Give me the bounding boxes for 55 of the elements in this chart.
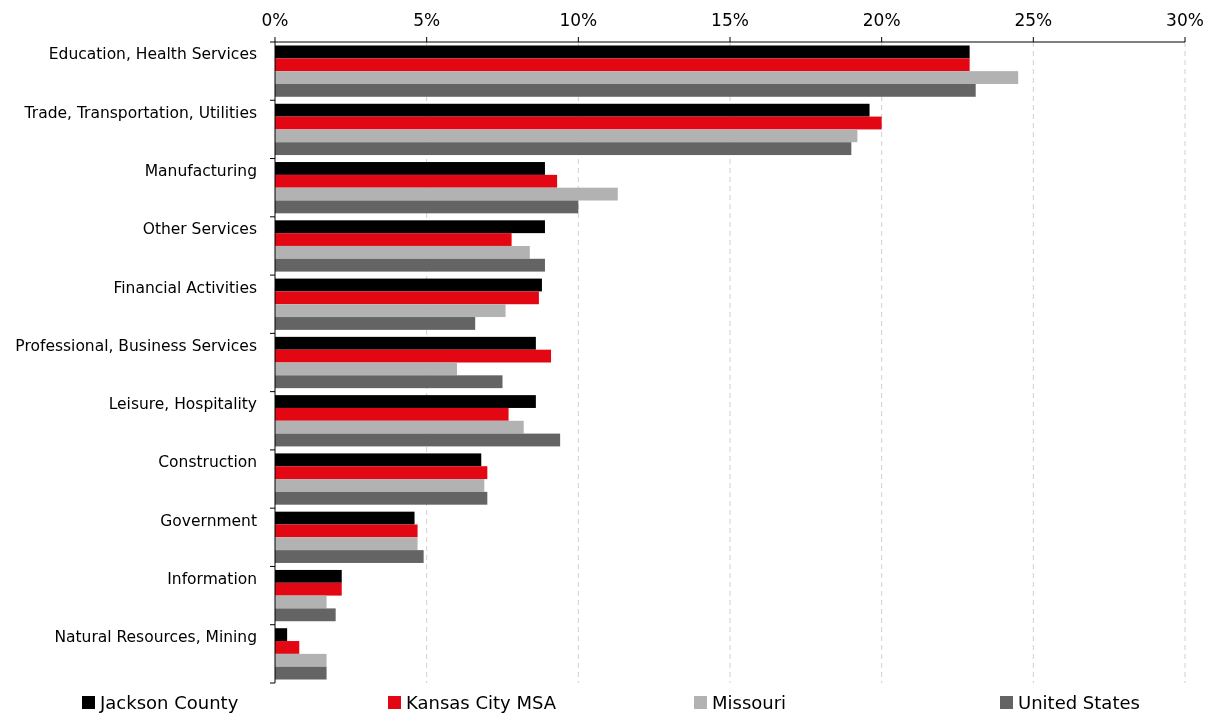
x-tick-label: 20% <box>862 10 901 30</box>
bar <box>275 349 552 363</box>
bar <box>275 83 976 97</box>
bar <box>275 362 457 376</box>
bar <box>275 653 327 667</box>
y-tick-label: Other Services <box>142 220 257 239</box>
bar <box>275 304 506 318</box>
bar <box>275 291 539 305</box>
bar <box>275 641 300 654</box>
bar <box>275 187 618 201</box>
x-tick-label: 25% <box>1014 10 1053 30</box>
y-tick-label: Government <box>160 511 257 530</box>
y-tick-label: Professional, Business Services <box>15 336 257 355</box>
bar <box>275 200 579 214</box>
bar <box>275 258 545 272</box>
y-tick-label: Information <box>167 569 257 588</box>
bar <box>275 595 327 609</box>
y-tick-label: Education, Health Services <box>48 45 257 64</box>
x-tick-label: 30% <box>1166 10 1204 30</box>
bar <box>275 142 852 156</box>
bar <box>275 433 561 447</box>
y-tick-label: Construction <box>158 453 257 472</box>
bar <box>275 582 342 596</box>
bar <box>275 479 485 492</box>
bar <box>275 375 503 389</box>
bar <box>275 407 509 421</box>
bar <box>275 58 970 72</box>
bar <box>275 524 418 538</box>
bar <box>275 129 858 143</box>
legend-label: Missouri <box>712 692 787 713</box>
bar <box>275 233 512 246</box>
y-tick-label: Natural Resources, Mining <box>54 628 257 647</box>
bar <box>275 466 488 480</box>
y-tick-label: Financial Activities <box>113 278 257 297</box>
bar <box>275 491 488 505</box>
bar <box>275 71 1019 84</box>
bar <box>275 537 418 551</box>
bar <box>275 245 530 259</box>
x-tick-label: 0% <box>261 10 289 30</box>
bar <box>275 666 327 680</box>
bar <box>275 174 558 188</box>
y-tick-label: Trade, Transportation, Utilities <box>23 103 257 122</box>
legend-label: Kansas City MSA <box>406 692 557 713</box>
y-tick-label: Leisure, Hospitality <box>108 395 257 414</box>
x-tick-label: 15% <box>711 10 749 30</box>
bar <box>275 317 476 330</box>
bar <box>275 116 882 130</box>
bar <box>275 608 336 622</box>
bar <box>275 420 524 434</box>
bar <box>275 550 424 563</box>
x-tick-label: 5% <box>413 10 441 30</box>
legend-label: Jackson County <box>99 692 239 713</box>
legend-label: United States <box>1018 692 1140 713</box>
y-tick-label: Manufacturing <box>144 162 257 181</box>
x-tick-label: 10% <box>559 10 598 30</box>
